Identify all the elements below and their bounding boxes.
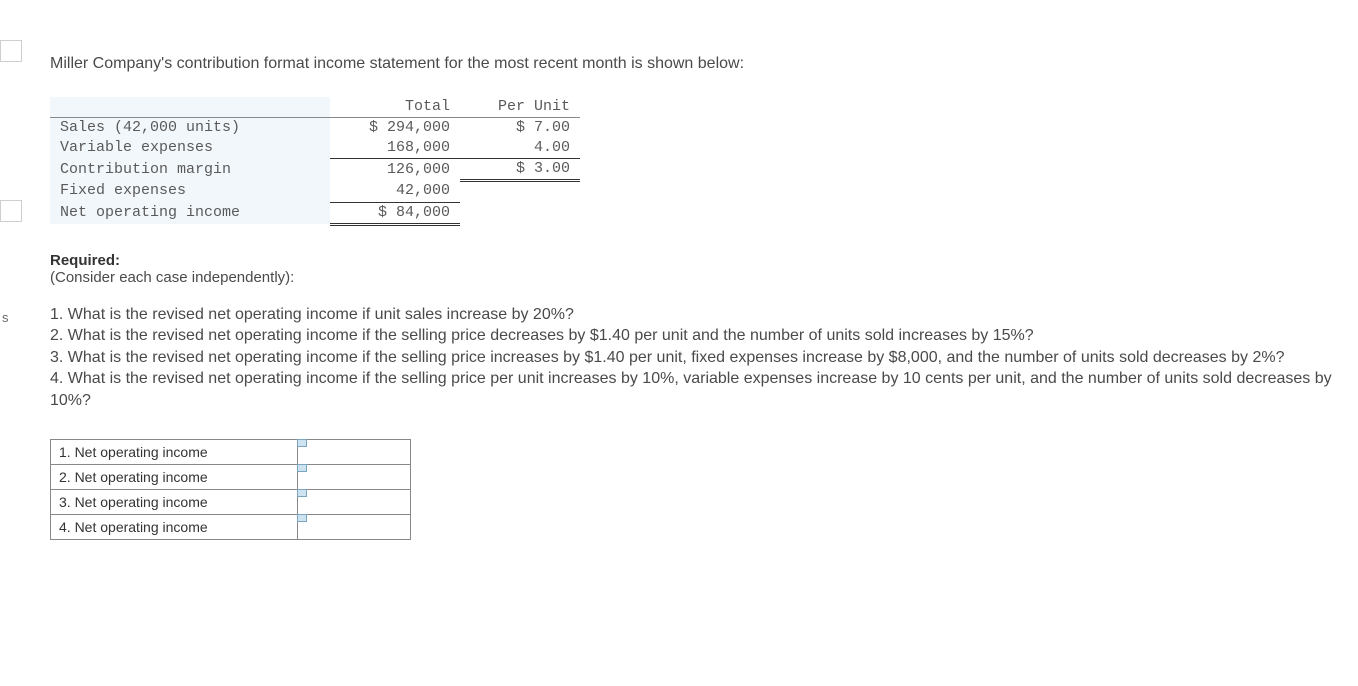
answer-input-1[interactable]: [298, 440, 410, 464]
answer-cell-4[interactable]: [298, 515, 411, 540]
row-noi-perunit: [460, 202, 580, 224]
answer-input-4[interactable]: [298, 515, 410, 539]
answer-label-1: 1. Net operating income: [51, 440, 298, 465]
row-varexp-label: Variable expenses: [50, 138, 330, 159]
cell-tab-icon: [297, 514, 307, 522]
intro-text: Miller Company's contribution format inc…: [50, 55, 1340, 73]
problem-content: Miller Company's contribution format inc…: [50, 55, 1340, 540]
row-cm-label: Contribution margin: [50, 159, 330, 181]
row-sales-label: Sales (42,000 units): [50, 118, 330, 139]
left-box-2: [0, 200, 22, 222]
row-noi-total: $ 84,000: [330, 202, 460, 224]
questions-block: 1. What is the revised net operating inc…: [50, 304, 1340, 412]
row-fixed-total: 42,000: [330, 181, 460, 203]
row-sales-total: $ 294,000: [330, 118, 460, 139]
row-noi-label: Net operating income: [50, 202, 330, 224]
required-sub: (Consider each case independently):: [50, 269, 1340, 286]
question-4: 4. What is the revised net operating inc…: [50, 368, 1340, 411]
left-letter: s: [2, 310, 9, 325]
answer-input-2[interactable]: [298, 465, 410, 489]
question-1: 1. What is the revised net operating inc…: [50, 304, 1340, 326]
answer-label-4: 4. Net operating income: [51, 515, 298, 540]
left-box-1: [0, 40, 22, 62]
answer-cell-1[interactable]: [298, 440, 411, 465]
required-heading: Required:: [50, 252, 1340, 269]
question-3: 3. What is the revised net operating inc…: [50, 347, 1340, 369]
income-statement-table: Total Per Unit Sales (42,000 units) $ 29…: [50, 97, 580, 226]
row-sales-perunit: $ 7.00: [460, 118, 580, 139]
answer-cell-2[interactable]: [298, 465, 411, 490]
cell-tab-icon: [297, 489, 307, 497]
cell-tab-icon: [297, 464, 307, 472]
answers-table: 1. Net operating income 2. Net operating…: [50, 439, 411, 540]
answer-cell-3[interactable]: [298, 490, 411, 515]
header-per-unit: Per Unit: [460, 97, 580, 118]
row-fixed-label: Fixed expenses: [50, 181, 330, 203]
answer-input-3[interactable]: [298, 490, 410, 514]
cell-tab-icon: [297, 439, 307, 447]
header-blank: [50, 97, 330, 118]
row-varexp-total: 168,000: [330, 138, 460, 159]
row-varexp-perunit: 4.00: [460, 138, 580, 159]
header-total: Total: [330, 97, 460, 118]
answer-label-3: 3. Net operating income: [51, 490, 298, 515]
question-2: 2. What is the revised net operating inc…: [50, 325, 1340, 347]
row-fixed-perunit: [460, 181, 580, 203]
row-cm-total: 126,000: [330, 159, 460, 181]
row-cm-perunit: $ 3.00: [460, 159, 580, 181]
answer-label-2: 2. Net operating income: [51, 465, 298, 490]
